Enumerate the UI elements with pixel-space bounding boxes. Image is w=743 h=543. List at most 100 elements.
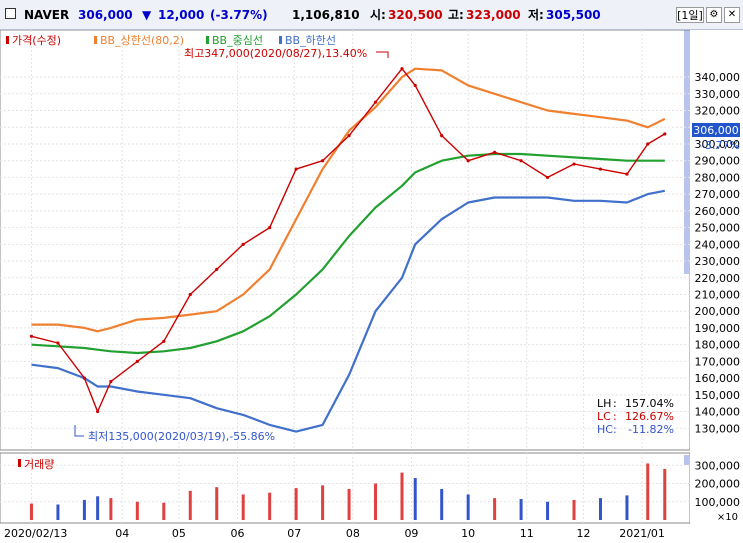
y-axis-area xyxy=(690,30,743,523)
x-tick-label: 2020/02/13 xyxy=(4,527,67,540)
x-tick-label: 11 xyxy=(520,527,534,540)
high-annotation: 최고347,000(2020/08/27),13.40% xyxy=(184,47,367,60)
price-point xyxy=(109,379,113,384)
price-point xyxy=(96,409,100,414)
price-point xyxy=(598,167,603,171)
price-point xyxy=(215,267,219,272)
price-point xyxy=(466,159,470,163)
volume-bar xyxy=(109,498,113,520)
high-label: 고: xyxy=(448,8,464,22)
legend-lower: BB_하한선 xyxy=(285,33,336,47)
price-point xyxy=(241,242,245,246)
x-tick-label: 05 xyxy=(172,527,186,540)
price-point xyxy=(400,67,404,71)
stock-name: NAVER xyxy=(24,8,70,22)
current-price: 306,000 xyxy=(78,8,133,22)
volume-y-tick-label: 200,000 xyxy=(695,478,741,491)
lc-label: LC xyxy=(597,410,611,423)
volume-bar xyxy=(347,489,351,520)
y-tick-label: 330,000 xyxy=(695,88,741,101)
volume-bar xyxy=(519,499,523,520)
price-point xyxy=(413,83,417,88)
price-point xyxy=(373,100,378,104)
price-point xyxy=(320,159,325,163)
period-button[interactable]: [1일] xyxy=(676,7,704,23)
legend-price: 가격(수정) xyxy=(12,34,61,47)
legend-lower-swatch xyxy=(279,36,282,44)
change-percent: (-3.77%) xyxy=(210,8,268,22)
x-tick-label: 2021/01 xyxy=(619,527,665,540)
volume-bar xyxy=(598,498,602,520)
y-tick-label: 260,000 xyxy=(695,205,741,218)
x-tick-label: 04 xyxy=(115,527,129,540)
stock-header: NAVER 306,000 ▼ 12,000 (-3.77%) 1,106,81… xyxy=(0,0,743,30)
volume-bar xyxy=(29,503,33,520)
change-value: 12,000 xyxy=(158,8,205,22)
price-point xyxy=(440,134,444,138)
volume-panel-frame xyxy=(0,452,691,524)
price-point xyxy=(572,162,576,166)
y-tick-label: 300,000 xyxy=(695,138,741,151)
x-tick-label: 09 xyxy=(404,527,418,540)
price-scrollbar[interactable] xyxy=(684,30,689,274)
volume-bar xyxy=(135,501,139,520)
change-down-icon: ▼ xyxy=(142,8,152,22)
volume-y-tick-label: 300,000 xyxy=(695,459,741,472)
volume-scrollbar[interactable] xyxy=(684,455,689,465)
price-point xyxy=(29,334,34,338)
y-tick-label: 240,000 xyxy=(695,238,741,251)
price-point xyxy=(188,292,192,297)
settings-icon[interactable]: ⚙ xyxy=(706,7,722,23)
volume-bar xyxy=(162,502,166,520)
close-icon[interactable]: ✕ xyxy=(724,7,740,23)
volume-bar xyxy=(374,483,378,520)
open-value: 320,500 xyxy=(388,8,443,22)
y-tick-label: 160,000 xyxy=(695,372,741,385)
high-value: 323,000 xyxy=(466,8,521,22)
y-tick-label: 210,000 xyxy=(695,288,741,301)
select-checkbox[interactable] xyxy=(5,8,16,19)
volume-bar xyxy=(625,495,629,520)
lh-value: 157.04% xyxy=(625,397,674,410)
x-tick-label: 10 xyxy=(461,527,475,540)
volume-bar xyxy=(546,501,550,520)
y-tick-label: 270,000 xyxy=(695,188,741,201)
legend-middle-swatch xyxy=(206,36,209,44)
svg-text::: : xyxy=(613,423,617,436)
price-point xyxy=(162,339,166,343)
volume-y-tick-label: 100,000 xyxy=(695,496,741,509)
legend-upper: BB_상한선(80,2) xyxy=(100,34,184,47)
open-label: 시: xyxy=(370,8,386,22)
y-tick-label: 250,000 xyxy=(695,222,741,235)
y-tick-label: 230,000 xyxy=(695,255,741,268)
volume-bar xyxy=(188,490,192,520)
price-point xyxy=(646,142,650,146)
x-tick-label: 06 xyxy=(231,527,245,540)
volume-bar xyxy=(82,499,86,520)
price-point xyxy=(268,225,272,230)
y-tick-label: 140,000 xyxy=(695,406,741,419)
y-tick-label: 190,000 xyxy=(695,322,741,335)
volume-bar xyxy=(400,472,404,520)
y-tick-label: 170,000 xyxy=(695,355,741,368)
volume-bar xyxy=(268,492,272,520)
lc-value: 126.67% xyxy=(625,410,674,423)
y-tick-label: 290,000 xyxy=(695,155,741,168)
stock-chart: 130,000 140,000 150,000 160,000 170,000 180,0… xyxy=(0,30,743,540)
y-tick-label: 280,000 xyxy=(695,171,741,184)
hc-value: -11.82% xyxy=(628,423,674,436)
y-tick-label: 130,000 xyxy=(695,422,741,435)
price-point xyxy=(347,134,351,138)
price-tag-pct: -3.77% xyxy=(701,139,740,152)
y-tick-label: 320,000 xyxy=(695,105,741,118)
low-arrow-icon xyxy=(74,425,84,437)
low-label: 저: xyxy=(528,8,544,22)
svg-text::: : xyxy=(613,410,617,423)
x-tick-label: 08 xyxy=(346,527,360,540)
volume-bar xyxy=(96,496,100,520)
legend-upper-swatch xyxy=(94,36,97,44)
price-point xyxy=(82,376,86,380)
y-tick-label: 150,000 xyxy=(695,389,741,402)
price-point xyxy=(625,172,629,176)
price-point xyxy=(545,175,550,180)
